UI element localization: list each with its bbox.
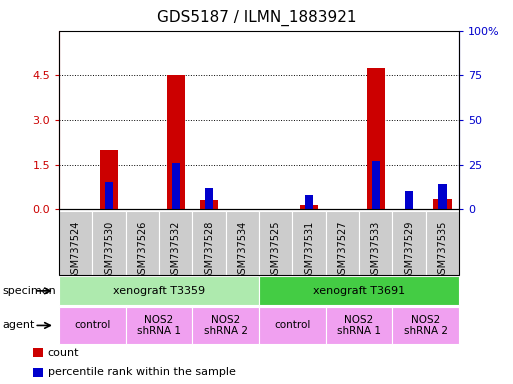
Text: GSM737532: GSM737532 bbox=[171, 221, 181, 280]
Text: control: control bbox=[274, 320, 310, 331]
FancyBboxPatch shape bbox=[159, 211, 192, 275]
FancyBboxPatch shape bbox=[226, 211, 259, 275]
FancyBboxPatch shape bbox=[292, 211, 326, 275]
FancyBboxPatch shape bbox=[392, 211, 426, 275]
Text: count: count bbox=[48, 348, 79, 358]
Text: xenograft T3691: xenograft T3691 bbox=[313, 286, 405, 296]
Text: GSM737530: GSM737530 bbox=[104, 221, 114, 280]
Bar bbox=[305, 195, 313, 209]
Bar bbox=[438, 184, 447, 209]
Text: agent: agent bbox=[3, 320, 35, 331]
FancyBboxPatch shape bbox=[359, 211, 392, 275]
Text: GSM737534: GSM737534 bbox=[238, 221, 247, 280]
Text: GSM737525: GSM737525 bbox=[271, 221, 281, 280]
Text: GSM737528: GSM737528 bbox=[204, 221, 214, 280]
Bar bbox=[433, 199, 451, 209]
Bar bbox=[167, 75, 185, 209]
Bar bbox=[300, 205, 318, 209]
Bar bbox=[405, 192, 413, 209]
Bar bbox=[105, 182, 113, 209]
Text: GSM737526: GSM737526 bbox=[137, 221, 147, 280]
Text: xenograft T3359: xenograft T3359 bbox=[113, 286, 205, 296]
FancyBboxPatch shape bbox=[326, 211, 359, 275]
FancyBboxPatch shape bbox=[126, 211, 159, 275]
Text: percentile rank within the sample: percentile rank within the sample bbox=[48, 367, 235, 377]
Bar bbox=[100, 150, 118, 209]
Text: GSM737535: GSM737535 bbox=[438, 221, 447, 280]
FancyBboxPatch shape bbox=[59, 211, 92, 275]
Bar bbox=[200, 200, 218, 209]
FancyBboxPatch shape bbox=[192, 211, 226, 275]
Text: GSM737527: GSM737527 bbox=[338, 221, 347, 280]
Text: GSM737533: GSM737533 bbox=[371, 221, 381, 280]
Text: NOS2
shRNA 1: NOS2 shRNA 1 bbox=[137, 314, 181, 336]
Text: GSM737529: GSM737529 bbox=[404, 221, 414, 280]
Bar bbox=[371, 161, 380, 209]
Text: GSM737531: GSM737531 bbox=[304, 221, 314, 280]
Bar bbox=[367, 68, 385, 209]
FancyBboxPatch shape bbox=[426, 211, 459, 275]
Text: NOS2
shRNA 1: NOS2 shRNA 1 bbox=[337, 314, 381, 336]
Text: control: control bbox=[74, 320, 110, 331]
Text: NOS2
shRNA 2: NOS2 shRNA 2 bbox=[404, 314, 448, 336]
Text: GSM737524: GSM737524 bbox=[71, 221, 81, 280]
Text: GDS5187 / ILMN_1883921: GDS5187 / ILMN_1883921 bbox=[157, 10, 356, 26]
FancyBboxPatch shape bbox=[259, 211, 292, 275]
FancyBboxPatch shape bbox=[92, 211, 126, 275]
Bar bbox=[205, 188, 213, 209]
Text: NOS2
shRNA 2: NOS2 shRNA 2 bbox=[204, 314, 248, 336]
Bar bbox=[171, 163, 180, 209]
Text: specimen: specimen bbox=[3, 286, 56, 296]
